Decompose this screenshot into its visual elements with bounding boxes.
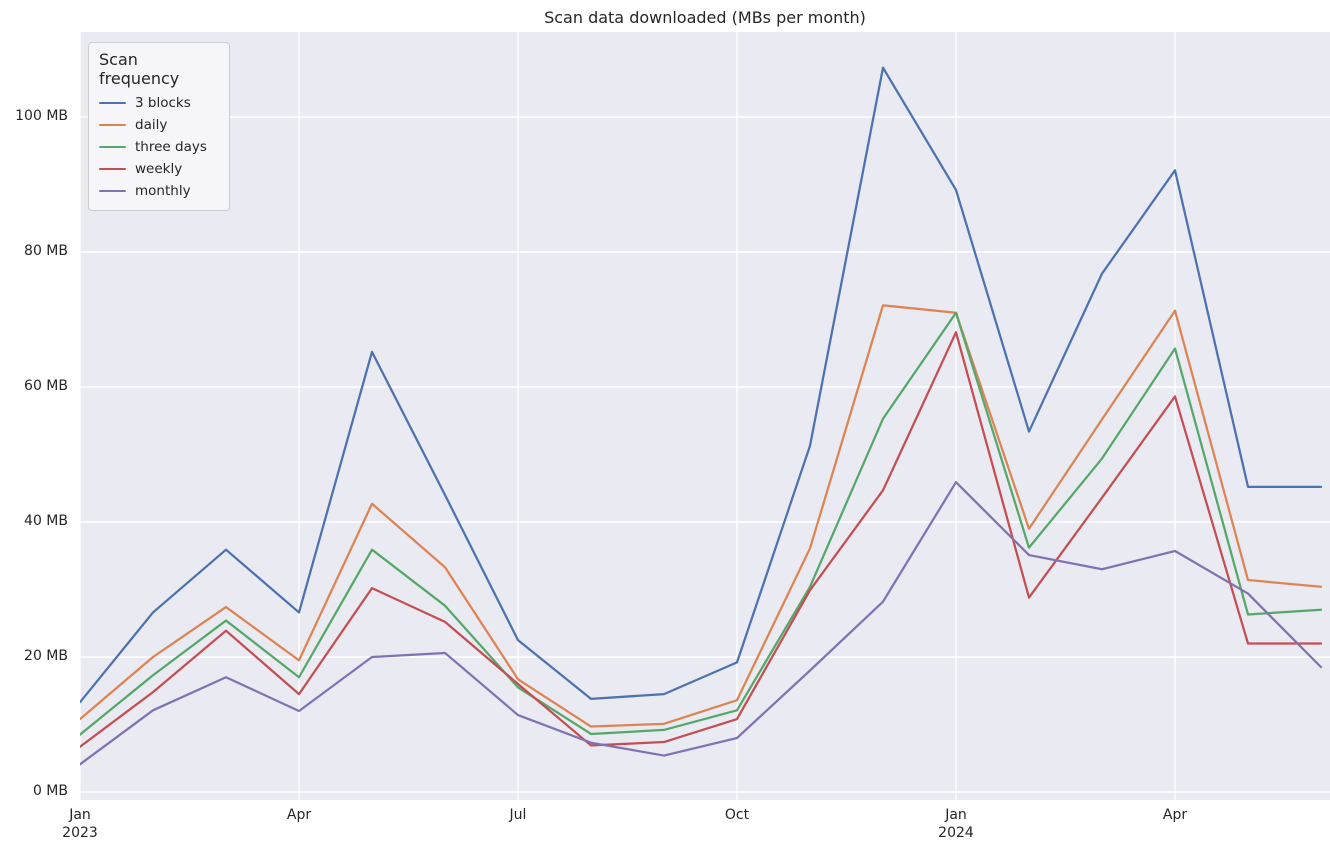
legend-title: Scan frequency (99, 50, 180, 88)
legend-entry-label: three days (135, 139, 207, 155)
legend-entry-label: 3 blocks (135, 95, 191, 111)
x-tick-label: Apr (286, 807, 312, 823)
legend-entry-three-days: three days (99, 136, 219, 158)
series-line (80, 331, 1323, 748)
chart-title: Scan data downloaded (MBs per month) (544, 8, 866, 27)
x-tick-label: Apr (1162, 807, 1188, 823)
y-tick-label: 80 MB (24, 243, 68, 259)
plot-lines-svg (80, 32, 1330, 800)
x-tick-label: Oct (724, 807, 750, 823)
legend-entry-weekly: weekly (99, 158, 219, 180)
x-tick-label: Jul (509, 807, 527, 823)
legend-line-swatch (99, 145, 126, 149)
series-line (80, 311, 1323, 736)
legend-line-swatch (99, 123, 126, 127)
legend-entry-label: daily (135, 117, 168, 133)
legend-entry-monthly: monthly (99, 180, 219, 202)
series-line (80, 481, 1323, 766)
y-tick-label: 0 MB (32, 783, 68, 799)
y-tick-label: 20 MB (24, 648, 68, 664)
series-line (80, 304, 1323, 728)
y-tick-label: 100 MB (15, 108, 68, 124)
legend-entry-3-blocks: 3 blocks (99, 92, 219, 114)
legend-entry-daily: daily (99, 114, 219, 136)
legend-line-swatch (99, 101, 126, 105)
y-tick-label: 60 MB (24, 378, 68, 394)
series-line (80, 66, 1323, 704)
legend: Scan frequency 3 blocks daily three days… (88, 42, 230, 211)
legend-line-swatch (99, 189, 126, 193)
y-tick-label: 40 MB (24, 513, 68, 529)
legend-entry-label: weekly (135, 161, 183, 177)
plot-area: Scan frequency 3 blocks daily three days… (80, 32, 1330, 800)
legend-entry-label: monthly (135, 183, 191, 199)
x-tick-label: Jan 2023 (62, 807, 98, 841)
x-tick-label: Jan 2024 (938, 807, 974, 841)
legend-line-swatch (99, 167, 126, 171)
